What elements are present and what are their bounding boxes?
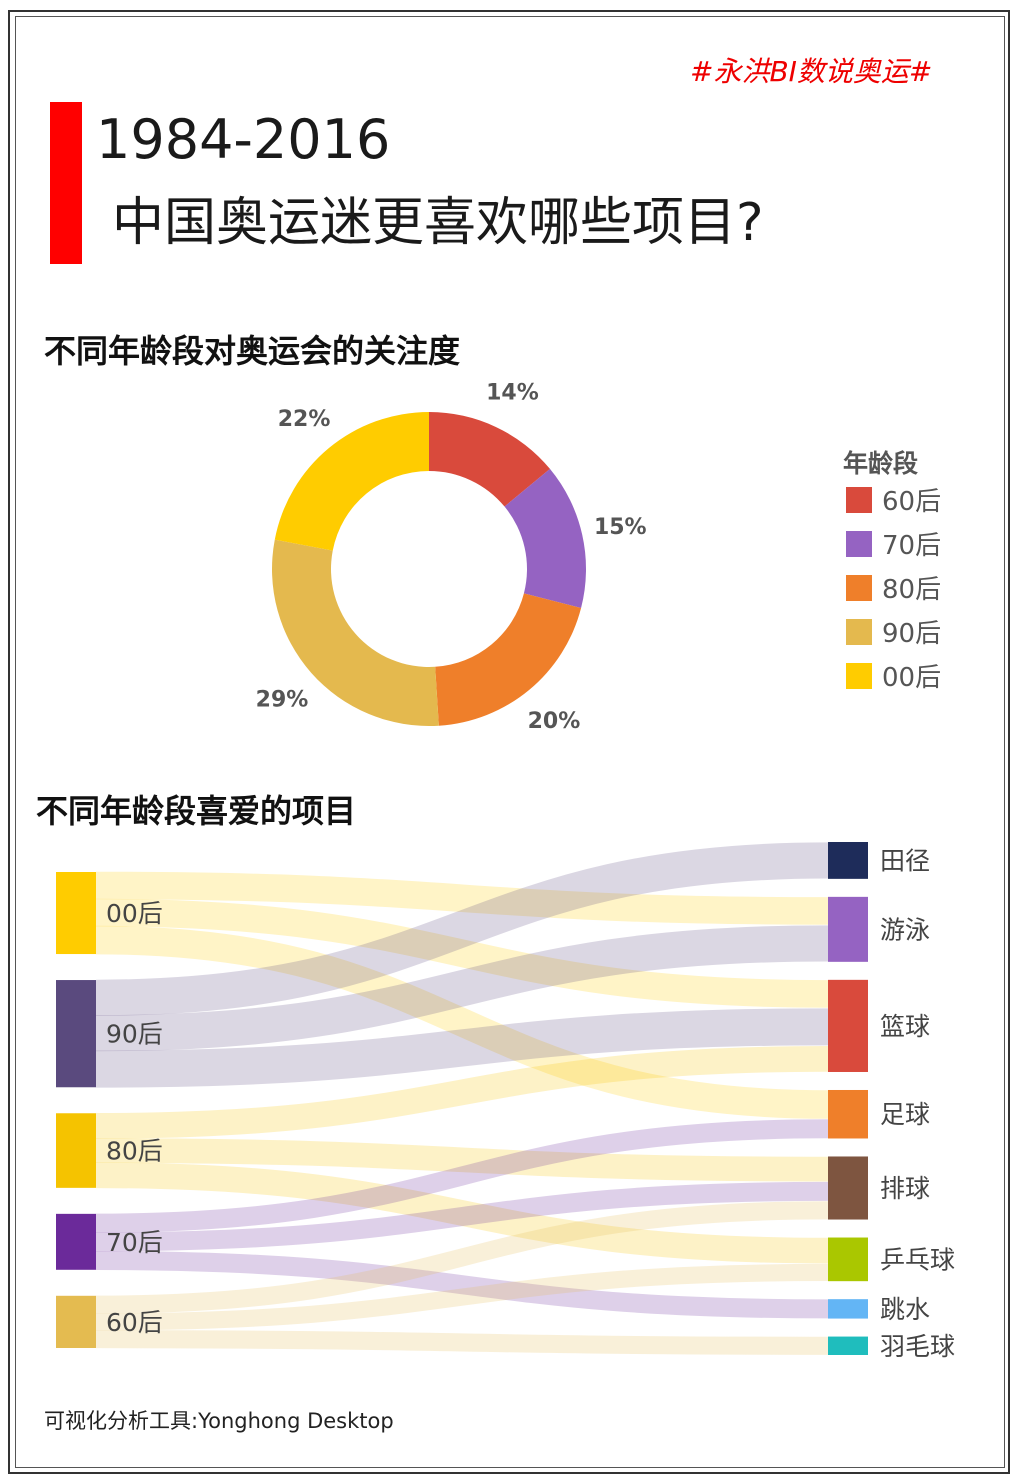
sankey-link-14 <box>95 1330 829 1355</box>
sankey-link-10 <box>95 1181 829 1252</box>
page-title-years: 1984-2016 <box>96 108 391 171</box>
sankey-target-label-3: 足球 <box>880 1100 930 1129</box>
sankey-target-node-0 <box>828 842 868 879</box>
sankey-source-label-3: 70后 <box>106 1228 163 1257</box>
legend-swatch-2 <box>846 575 872 601</box>
sankey-link-0 <box>95 871 829 925</box>
footer-tool-credit: 可视化分析工具:Yonghong Desktop <box>44 1409 394 1433</box>
sankey-target-node-7 <box>828 1336 868 1355</box>
sankey-source-label-4: 60后 <box>106 1308 163 1337</box>
sankey-link-9 <box>95 1119 829 1233</box>
sankey-source-label-0: 00后 <box>106 899 163 928</box>
legend-item-3: 90后 <box>882 619 941 649</box>
title-accent-bar <box>50 102 82 264</box>
legend-swatch-3 <box>846 619 872 645</box>
donut-label-0: 14% <box>486 381 539 406</box>
donut-label-3: 29% <box>256 688 309 713</box>
sankey-link-4 <box>95 925 829 1052</box>
sankey-target-node-6 <box>828 1299 868 1319</box>
donut-label-2: 20% <box>528 709 581 734</box>
outer-frame <box>8 10 1010 1474</box>
sankey-link-8 <box>95 1162 829 1264</box>
sankey-source-node-0 <box>56 872 96 955</box>
sankey-target-node-4 <box>828 1156 868 1220</box>
legend-item-4: 00后 <box>882 663 941 693</box>
donut-slice-3 <box>271 539 439 726</box>
legend-swatch-0 <box>846 487 872 513</box>
sankey-target-label-4: 排球 <box>880 1174 930 1203</box>
sankey-link-6 <box>95 1046 829 1139</box>
donut-label-1: 15% <box>594 515 647 540</box>
sankey-chart-title: 不同年龄段喜爱的项目 <box>36 792 357 830</box>
sankey-target-label-6: 跳水 <box>880 1295 930 1324</box>
sankey-target-label-5: 乒乓球 <box>880 1245 955 1274</box>
sankey-source-label-2: 80后 <box>106 1137 163 1166</box>
sankey-target-label-1: 游泳 <box>880 915 930 944</box>
sankey-source-label-1: 90后 <box>106 1020 163 1049</box>
sankey-link-3 <box>95 842 829 1016</box>
donut-slice-0 <box>429 412 550 507</box>
sankey-target-label-7: 羽毛球 <box>880 1332 955 1361</box>
sankey-target-node-2 <box>828 979 868 1072</box>
donut-label-4: 22% <box>278 407 331 432</box>
legend-swatch-4 <box>846 663 872 689</box>
sankey-source-node-2 <box>56 1113 96 1188</box>
sankey-link-11 <box>95 1250 829 1319</box>
donut-slice-1 <box>504 468 586 609</box>
sankey-source-node-4 <box>56 1295 96 1348</box>
legend-item-2: 80后 <box>882 575 941 605</box>
donut-chart-title: 不同年龄段对奥运会的关注度 <box>44 332 461 370</box>
inner-frame <box>15 16 1005 1468</box>
sankey-link-7 <box>95 1138 829 1182</box>
donut-slice-2 <box>435 593 582 726</box>
legend-swatch-1 <box>846 531 872 557</box>
sankey-source-node-3 <box>56 1213 96 1270</box>
sankey-link-1 <box>95 898 829 1008</box>
sankey-source-node-1 <box>56 980 96 1088</box>
hashtag-tag: #永洪BI数说奥运# <box>690 55 933 88</box>
sankey-target-label-0: 田径 <box>880 846 930 875</box>
legend-item-1: 70后 <box>882 531 941 561</box>
donut-slice-4 <box>274 412 429 551</box>
sankey-link-2 <box>95 925 829 1119</box>
sankey-target-node-3 <box>828 1089 868 1139</box>
sankey-link-5 <box>95 1008 829 1088</box>
legend-title: 年龄段 <box>843 449 918 478</box>
legend-item-0: 60后 <box>882 487 941 517</box>
sankey-link-13 <box>95 1263 829 1331</box>
sankey-target-node-1 <box>828 896 868 962</box>
sankey-link-12 <box>95 1201 829 1314</box>
page-title-question: 中国奥运迷更喜欢哪些项目? <box>112 193 764 253</box>
sankey-target-label-2: 篮球 <box>880 1012 930 1041</box>
sankey-target-node-5 <box>828 1237 868 1282</box>
